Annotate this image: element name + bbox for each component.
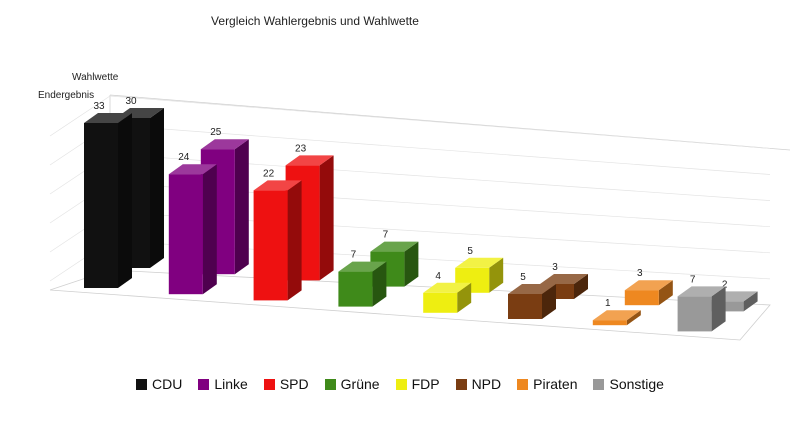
bar-top-endergebnis-4 <box>423 282 472 293</box>
bar-top-wahlwette-2 <box>285 155 334 166</box>
bar-top-wahlwette-1 <box>200 139 249 150</box>
bar-top-endergebnis-3 <box>338 261 387 272</box>
bar-side-wahlwette-6 <box>658 280 673 306</box>
series-label-endergebnis: Endergebnis <box>38 90 95 101</box>
bar-top-endergebnis-0 <box>84 113 132 123</box>
legend-label: FDP <box>411 376 440 392</box>
bar-endergebnis-3 <box>338 271 373 307</box>
legend-label: SPD <box>279 376 309 392</box>
bar-top-wahlwette-3 <box>370 241 419 252</box>
bar-side-endergebnis-5 <box>542 284 556 319</box>
legend-swatch <box>324 378 336 390</box>
legend-label: Sonstige <box>609 376 664 392</box>
data-label-wahlwette-2: 23 <box>295 143 307 154</box>
bar-side-wahlwette-7 <box>743 291 758 312</box>
legend-item-fdp: FDP <box>395 376 440 392</box>
data-label-endergebnis-1: 24 <box>178 152 190 163</box>
bar-side-wahlwette-1 <box>234 139 249 275</box>
data-label-wahlwette-5: 3 <box>552 262 558 273</box>
legend-item-cdu: CDU <box>136 376 182 392</box>
legend-item-piraten: Piraten <box>517 376 577 392</box>
legend-swatch <box>593 378 605 390</box>
data-label-wahlwette-1: 25 <box>210 127 222 138</box>
bar-side-endergebnis-3 <box>372 261 387 307</box>
bar-side-endergebnis-0 <box>118 113 132 288</box>
data-label-endergebnis-7: 7 <box>690 274 696 285</box>
bar-top-wahlwette-6 <box>624 280 673 291</box>
legend-item-sonstige: Sonstige <box>593 376 664 392</box>
bar-endergebnis-0 <box>84 123 118 288</box>
bar-side-endergebnis-6 <box>626 310 641 326</box>
data-label-endergebnis-3: 7 <box>351 250 357 261</box>
legend-label: Piraten <box>533 376 578 392</box>
gridline <box>109 124 771 175</box>
data-label-endergebnis-0: 33 <box>93 101 105 112</box>
bar-endergebnis-4 <box>423 292 458 313</box>
legend-label: Grüne <box>340 376 380 392</box>
data-label-wahlwette-6: 3 <box>637 268 643 279</box>
data-label-wahlwette-0: 30 <box>125 96 137 107</box>
legend-item-grüne: Grüne <box>324 376 380 392</box>
chart-title: Vergleich Wahlergebnis und Wahlwette <box>211 14 419 28</box>
legend-swatch <box>517 378 529 390</box>
data-label-endergebnis-2: 22 <box>263 168 275 179</box>
bar-side-wahlwette-5 <box>574 274 588 299</box>
data-label-wahlwette-4: 5 <box>467 246 473 257</box>
bar-top-endergebnis-6 <box>592 310 641 321</box>
bar-endergebnis-6 <box>592 320 627 326</box>
bar-endergebnis-1 <box>168 174 203 295</box>
data-label-wahlwette-3: 7 <box>383 230 389 241</box>
data-label-endergebnis-5: 5 <box>520 272 526 283</box>
bar-wahlwette-7 <box>709 301 744 312</box>
legend-swatch <box>263 378 275 390</box>
bar-endergebnis-5 <box>508 294 542 319</box>
bar-side-wahlwette-2 <box>319 155 334 281</box>
data-label-wahlwette-7: 2 <box>722 279 728 290</box>
bar-top-wahlwette-5 <box>540 274 588 284</box>
legend-swatch <box>395 378 407 390</box>
chart-legend: CDU Linke SPD Grüne FDP NPD Piraten Sonstige <box>0 376 800 392</box>
bar-side-wahlwette-3 <box>404 241 419 287</box>
data-label-endergebnis-4: 4 <box>435 271 441 282</box>
legend-label: CDU <box>152 376 183 392</box>
bar-endergebnis-7 <box>677 296 712 332</box>
legend-label: NPD <box>471 376 502 392</box>
gridline <box>49 95 111 137</box>
bar-top-endergebnis-2 <box>253 180 302 191</box>
legend-item-spd: SPD <box>263 376 309 392</box>
legend-item-linke: Linke <box>198 376 248 392</box>
data-label-endergebnis-6: 1 <box>605 298 611 309</box>
bar-side-endergebnis-1 <box>202 164 217 295</box>
bar-side-endergebnis-7 <box>711 286 726 332</box>
bar-top-endergebnis-1 <box>168 164 217 175</box>
bar-top-endergebnis-5 <box>508 284 556 294</box>
bar-endergebnis-2 <box>253 190 288 301</box>
legend-swatch <box>198 378 210 390</box>
legend-item-npd: NPD <box>455 376 502 392</box>
bar-side-endergebnis-2 <box>287 180 302 301</box>
bar-top-wahlwette-4 <box>455 257 504 268</box>
legend-swatch <box>455 378 467 390</box>
legend-label: Linke <box>214 376 248 392</box>
gridline <box>109 95 771 149</box>
bar-top-endergebnis-7 <box>677 286 726 297</box>
bar-side-wahlwette-4 <box>489 257 504 293</box>
bar-wahlwette-6 <box>624 290 659 306</box>
series-label-wahlwette: Wahlwette <box>72 72 119 83</box>
legend-swatch <box>136 378 148 390</box>
bar-side-wahlwette-0 <box>150 108 164 268</box>
